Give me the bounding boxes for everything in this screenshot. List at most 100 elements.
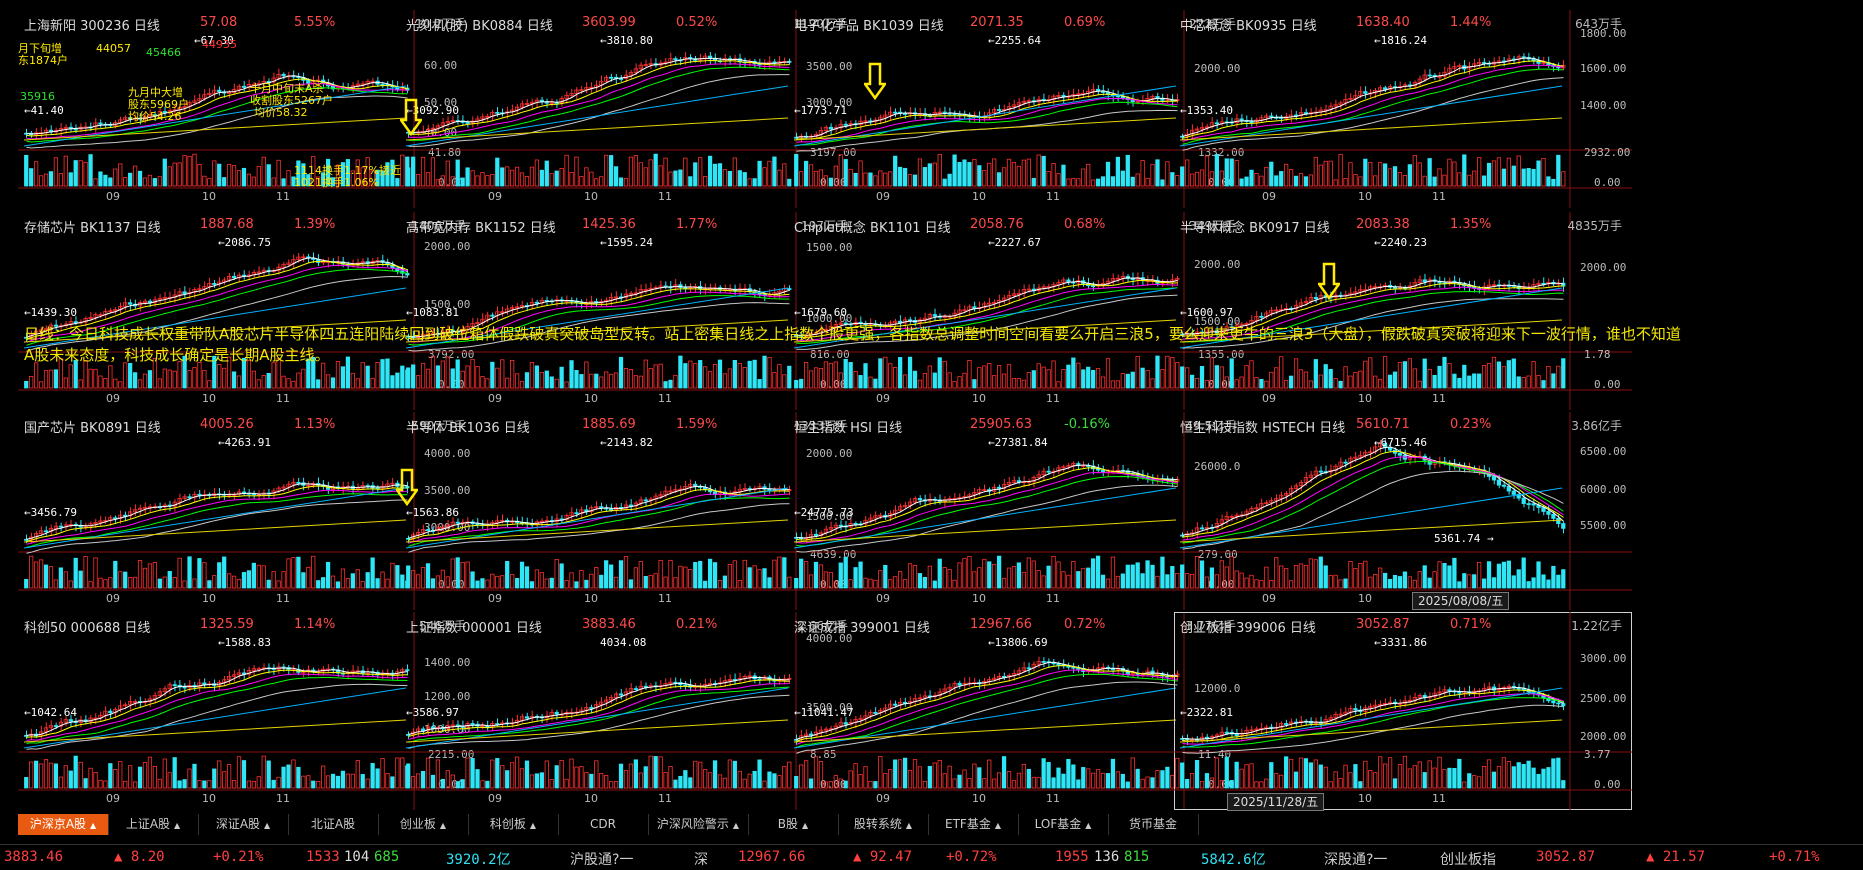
volume-bar xyxy=(888,171,893,187)
kline-panel[interactable]: 2000.00 1.78 0.00 09 10 11 ←2240.23 ←1600.97 半导体… xyxy=(1174,212,1632,410)
volume-bar xyxy=(1432,571,1437,589)
volume-bar xyxy=(1536,561,1541,589)
volume-bar xyxy=(529,361,535,389)
volume-bar xyxy=(863,577,868,589)
moving-average-line xyxy=(796,661,1178,740)
market-tab[interactable]: 沪深京A股 ▲ xyxy=(18,814,109,835)
kline-panel[interactable]: 4000.00 3500.00 3000.00 0.00 09 10 11 ←4263.91 ←… xyxy=(18,412,476,610)
market-tab[interactable]: 北证A股 xyxy=(288,814,379,835)
candle-body xyxy=(893,703,898,706)
market-tab[interactable]: ETF基金 ▲ xyxy=(928,814,1019,835)
market-tab[interactable]: CDR xyxy=(558,814,649,835)
volume-bar xyxy=(1110,758,1116,789)
hgt-label[interactable]: 沪股通?一 xyxy=(570,849,633,869)
kline-panel[interactable]: 26000.0 279.00 0.00 09 10 11 ←27381.84 ←24775.7… xyxy=(788,412,1246,610)
market-tab[interactable]: 深证A股 ▲ xyxy=(198,814,289,835)
market-tab[interactable]: 上证A股 ▲ xyxy=(108,814,199,835)
market-tab-label: ETF基金 xyxy=(945,817,991,831)
kline-panel[interactable]: 1800.00 1600.00 1400.00 2932.00 0.00 09 10 11 ←1… xyxy=(1174,10,1632,208)
market-tab[interactable]: 创业板 ▲ xyxy=(378,814,469,835)
kline-panel[interactable]: 2000.001500.003792.000.00091011←2086.75←… xyxy=(18,212,476,410)
candle-body xyxy=(604,699,609,703)
volume-bar xyxy=(962,159,967,187)
volume-bar xyxy=(1175,175,1180,187)
volume-bar xyxy=(152,178,158,187)
candle-body xyxy=(217,89,222,93)
volume-bar xyxy=(1323,565,1328,589)
candle-body xyxy=(1155,673,1160,676)
candle-body xyxy=(425,529,431,531)
kline-panel[interactable]: 2000.00 1500.00 1355.00 0.00 09 10 11 ←2227.67 ←… xyxy=(788,212,1246,410)
kline-panel[interactable]: 1400.00 1200.00 1000.00 2215.00 0.00 09 10 11 ←1… xyxy=(18,612,476,810)
volume-bar xyxy=(1199,560,1205,589)
candle-body xyxy=(683,287,688,289)
volume-bar xyxy=(1546,176,1551,187)
volume-bar xyxy=(658,560,663,589)
kline-panel[interactable]: 4000.00 3500.00 8.85 0.00 09 10 11 4034.08 ←3586… xyxy=(400,612,858,810)
volume-bar xyxy=(1397,171,1403,187)
moving-average-line xyxy=(408,285,790,338)
volume-bar xyxy=(306,775,311,789)
volume-bar xyxy=(321,765,326,789)
volume-bar xyxy=(1437,756,1442,789)
volume-bar xyxy=(967,360,972,389)
volume-bar xyxy=(316,781,321,789)
last-price: 12967.66 xyxy=(970,617,1033,632)
candle-body xyxy=(1259,315,1264,318)
x-tick-label: 09 xyxy=(488,190,502,203)
volume-bar xyxy=(495,367,500,389)
volume-bar xyxy=(772,559,777,589)
volume-bar xyxy=(406,167,411,187)
volume-bar xyxy=(648,755,653,789)
kline-panel[interactable]: 12000.0 11.40 0.00 09 10 11 ←13806.69 ←11041.47… xyxy=(788,612,1246,810)
volume-bar xyxy=(1536,773,1541,789)
volume-bar xyxy=(623,368,629,389)
volume-bar xyxy=(599,176,604,187)
market-tab[interactable]: B股 ▲ xyxy=(748,814,839,835)
kline-panel[interactable]: 6500.006000.005500.00091011←6715.465361.… xyxy=(1174,412,1632,610)
moving-average-line xyxy=(793,519,1177,543)
volume-bar xyxy=(1417,380,1422,389)
volume-bar xyxy=(1521,557,1526,589)
kline-chart[interactable]: 3000.002500.002000.003.770.00091011←3331… xyxy=(1174,612,1632,810)
x-tick-label: 09 xyxy=(106,392,120,405)
market-tab[interactable]: 沪深风险警示 ▲ xyxy=(648,814,749,835)
volume-bar xyxy=(893,576,898,589)
kline-panel[interactable]: 3000.002500.002000.003.770.00091011←3331… xyxy=(1174,612,1632,810)
kline-panel[interactable]: 2000.00 1332.00 0.00 09 10 11 ←2255.64 ←1773.71… xyxy=(788,10,1246,208)
candle-body xyxy=(1531,503,1536,506)
change-pct: 1.35% xyxy=(1450,217,1492,232)
kline-panel[interactable]: 2000.00 1500.00 4639.00 0.00 09 10 11 ←2143.82 ←… xyxy=(400,412,858,610)
x-tick-label: 09 xyxy=(106,792,120,805)
volume-bar xyxy=(693,162,698,187)
kline-panel[interactable]: 1500.00 1000.00 816.00 0.00 09 10 11 ←1595.24 ←1… xyxy=(400,212,858,410)
market-tab[interactable]: 货币基金 xyxy=(1108,814,1199,835)
volume-bar xyxy=(683,157,688,187)
volume-tick-label: 3.77 xyxy=(1584,748,1611,761)
market-tab[interactable]: 股转系统 ▲ xyxy=(838,814,929,835)
volume-bar xyxy=(256,776,261,789)
market-tab-label: CDR xyxy=(590,817,616,831)
volume-bar xyxy=(823,361,829,389)
volume-bar xyxy=(1180,166,1185,187)
market-tab[interactable]: LOF基金 ▲ xyxy=(1018,814,1109,835)
sgt-label[interactable]: 深股通?一 xyxy=(1324,849,1387,869)
volume-bar xyxy=(693,363,698,389)
volume-bar xyxy=(1185,573,1190,589)
market-tab[interactable]: 科创板 ▲ xyxy=(468,814,559,835)
kline-chart[interactable]: 2000.001500.003792.000.00091011←2086.75←… xyxy=(18,212,476,410)
candle-body xyxy=(1303,300,1309,304)
candle-body xyxy=(868,517,873,521)
kline-chart[interactable]: 6500.006000.005500.00091011←6715.465361.… xyxy=(1174,412,1632,610)
